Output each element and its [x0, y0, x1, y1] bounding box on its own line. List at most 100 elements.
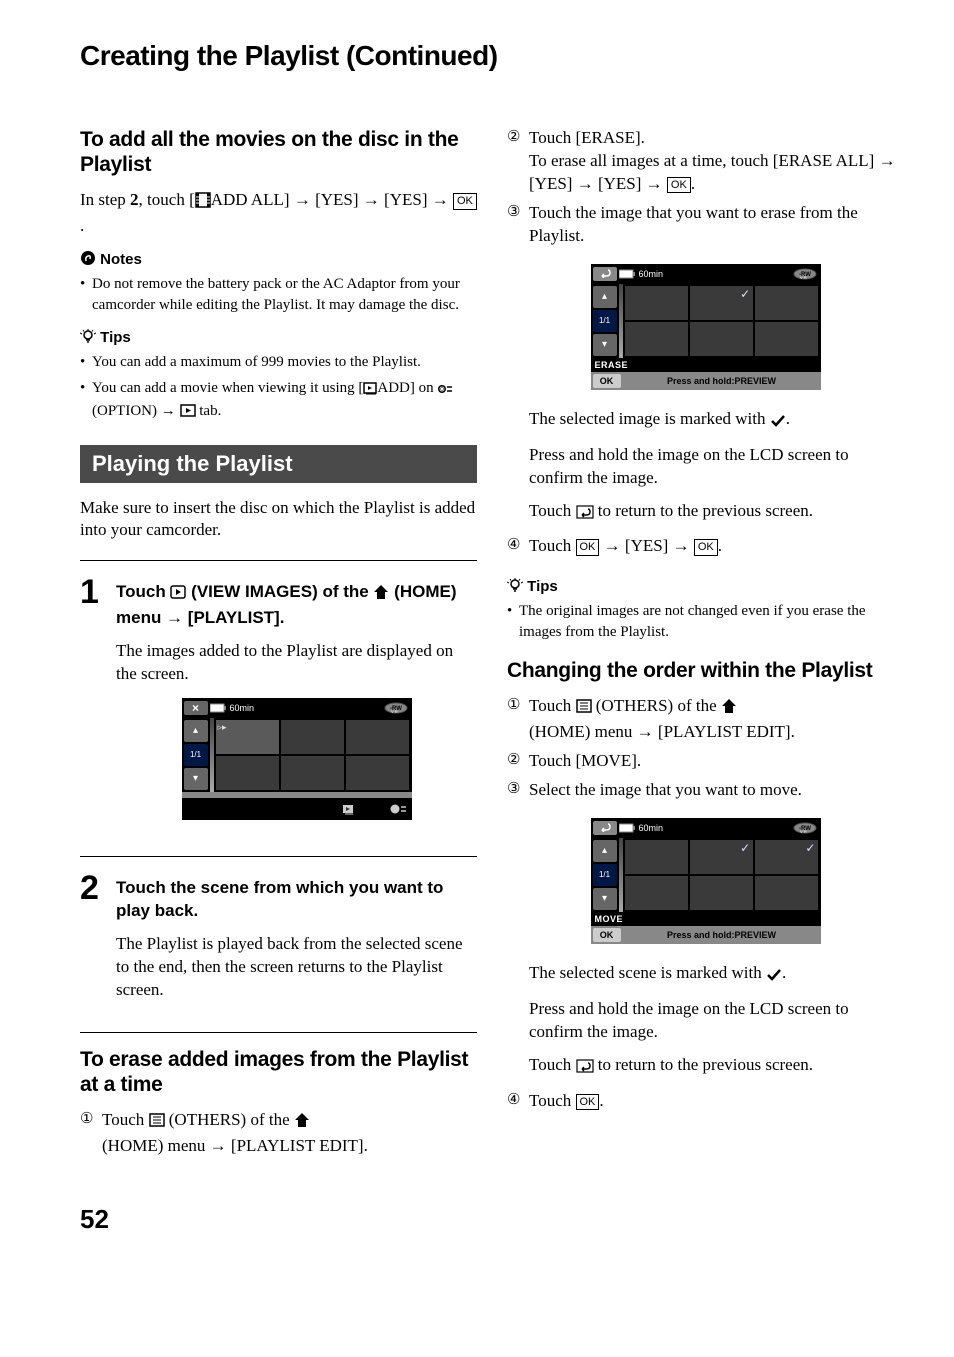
lcd-down-button[interactable]: ▾: [593, 888, 617, 910]
lcd-thumb[interactable]: [346, 720, 409, 754]
lcd-mode-label: ERASE: [591, 358, 821, 372]
lcd-thumb[interactable]: [216, 756, 279, 790]
lcd-up-button[interactable]: ▴: [593, 840, 617, 862]
circled-number: ③: [507, 779, 529, 797]
lcd-back-button[interactable]: [593, 821, 617, 835]
lcd-thumb[interactable]: [755, 876, 818, 910]
step-number: 1: [80, 575, 116, 838]
lcd-up-button[interactable]: ▴: [593, 286, 617, 308]
touch-return-text: Touch to return to the previous screen.: [529, 500, 904, 526]
lcd-thumb-selected[interactable]: [690, 840, 753, 874]
lcd-screenshot-erase: 60min ▴ 1/1 ▾ ERASE: [507, 264, 904, 390]
battery-icon: [210, 703, 226, 713]
note-text: Do not remove the battery pack or the AC…: [92, 274, 477, 315]
disc-icon: [793, 268, 817, 280]
arrow-icon: →: [646, 174, 663, 193]
step-1: 1 Touch (VIEW IMAGES) of the (HOME) menu…: [80, 575, 477, 838]
lcd-thumb[interactable]: [346, 756, 409, 790]
t: ADD] on: [377, 380, 437, 396]
arrow-icon: →: [673, 536, 690, 555]
lcd-grid: ▹▸: [214, 718, 412, 792]
t: In step: [80, 190, 130, 209]
lcd-thumb-selected[interactable]: [690, 286, 753, 320]
lcd-thumb[interactable]: [625, 322, 688, 356]
battery-icon: [619, 269, 635, 279]
arrow-icon: →: [294, 190, 311, 209]
option-icon: [437, 381, 453, 401]
lcd-down-button[interactable]: ▾: [184, 768, 208, 790]
lcd-top: 60min: [591, 818, 821, 838]
tip-text: You can add a maximum of 999 movies to t…: [92, 352, 477, 372]
lcd-ok-button[interactable]: OK: [593, 374, 621, 388]
substep-4: ④ Touch OK → [YES] → OK.: [507, 535, 722, 558]
t: Touch: [529, 501, 576, 520]
lcd-thumb[interactable]: [755, 286, 818, 320]
disc-icon: [384, 702, 408, 714]
t: to return to the previous screen.: [594, 501, 814, 520]
tip-item: • You can add a maximum of 999 movies to…: [80, 352, 477, 372]
t: to return to the previous screen.: [594, 1055, 814, 1074]
substep-3: ③ Touch the image that you want to erase…: [507, 202, 904, 248]
lcd-close-button[interactable]: ×: [184, 701, 208, 715]
lcd-down-button[interactable]: ▾: [593, 334, 617, 356]
lcd-thumb-selected[interactable]: [755, 840, 818, 874]
substep-3: ③ Select the image that you want to move…: [507, 779, 802, 802]
step-description: The images added to the Playlist are dis…: [116, 640, 477, 686]
others-icon: [576, 698, 592, 721]
t: [PLAYLIST EDIT].: [227, 1136, 368, 1155]
lcd-up-button[interactable]: ▴: [184, 720, 208, 742]
touch-return-text: Touch to return to the previous screen.: [529, 1054, 904, 1080]
lcd-thumb[interactable]: [625, 876, 688, 910]
substep-text: Touch [MOVE].: [529, 750, 641, 773]
t: Touch [ERASE].: [529, 128, 645, 147]
arrow-icon: →: [879, 151, 896, 170]
battery-icon: [619, 823, 635, 833]
lcd-minutes: 60min: [639, 823, 664, 833]
check-icon: [770, 411, 786, 434]
add-all-heading: To add all the movies on the disc in the…: [80, 127, 477, 177]
option-icon[interactable]: [390, 803, 408, 815]
lcd-thumb[interactable]: [690, 322, 753, 356]
lcd-hint: Press and hold:PREVIEW: [623, 376, 821, 386]
lcd-mid: ▴ 1/1 ▾: [591, 284, 821, 358]
bullet-dot: •: [80, 274, 92, 315]
result-text: The selected image is marked with .: [529, 408, 904, 434]
arrow-icon: →: [210, 1136, 227, 1155]
t: [YES]: [621, 536, 673, 555]
t: (HOME) menu: [529, 722, 637, 741]
lcd-back-button[interactable]: [593, 267, 617, 281]
play-intro: Make sure to insert the disc on which th…: [80, 497, 477, 543]
t: ADD ALL]: [211, 190, 294, 209]
t: To erase all images at a time, touch [ER…: [529, 151, 879, 170]
playlist-icon[interactable]: [343, 803, 355, 815]
t: [PLAYLIST].: [183, 608, 284, 627]
lcd-thumb[interactable]: [690, 876, 753, 910]
arrow-icon: →: [166, 608, 183, 627]
step-instruction: Touch (VIEW IMAGES) of the (HOME) menu →…: [116, 581, 477, 630]
page-header: Creating the Playlist (Continued): [80, 40, 904, 72]
t: .: [691, 174, 695, 193]
lcd-ok-button[interactable]: OK: [593, 928, 621, 942]
ok-box: OK: [453, 193, 477, 209]
t: [YES]: [594, 174, 646, 193]
lcd-thumb[interactable]: [625, 840, 688, 874]
lcd-thumb[interactable]: ▹▸: [216, 720, 279, 754]
step-description: The Playlist is played back from the sel…: [116, 933, 477, 1002]
arrow-icon: →: [432, 190, 449, 209]
step-instruction: Touch the scene from which you want to p…: [116, 877, 477, 923]
notes-heading: Notes: [80, 250, 477, 268]
lcd-thumb[interactable]: [281, 720, 344, 754]
step-body: Touch (VIEW IMAGES) of the (HOME) menu →…: [116, 575, 477, 838]
lcd-thumb[interactable]: [625, 286, 688, 320]
lcd-thumb[interactable]: [755, 322, 818, 356]
t: Touch: [529, 536, 576, 555]
tip-item: • You can add a movie when viewing it us…: [80, 378, 477, 425]
lcd-thumb[interactable]: [281, 756, 344, 790]
return-icon: [576, 1057, 594, 1080]
lcd-bottom: OK Press and hold:PREVIEW: [591, 926, 821, 944]
tips-heading: Tips: [507, 578, 904, 595]
change-order-heading: Changing the order within the Playlist: [507, 658, 904, 683]
note-icon: [80, 250, 96, 266]
bullet-dot: •: [80, 352, 92, 372]
lcd: 60min ▴ 1/1 ▾ ERASE: [591, 264, 821, 390]
